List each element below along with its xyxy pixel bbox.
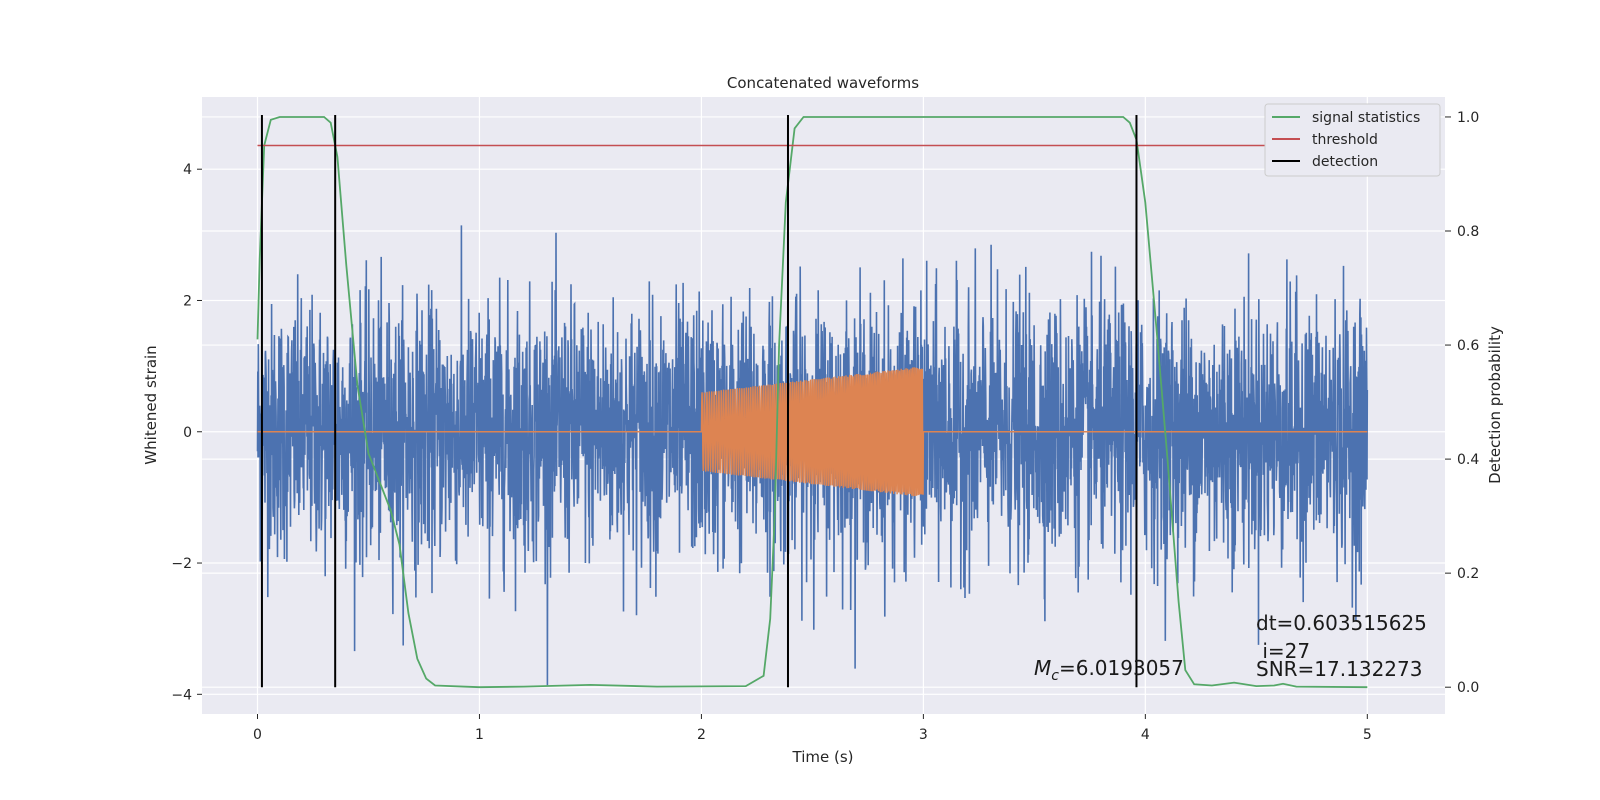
axes-layer: 0 1 2 3 4 5 −4 −2 0 2 4 0.0 0.2 0.4 0.6 0.8 1.0 [171,110,1479,743]
injection-series-line [700,367,925,497]
y-tick-label: −2 [171,556,192,572]
y2-tick-label: 0.2 [1457,566,1479,582]
x-tick-label: 3 [919,727,928,743]
x-tick-label: 0 [253,727,262,743]
chart-title: Concatenated waveforms [727,74,919,92]
x-tick-label: 2 [697,727,706,743]
x-tick-label: 5 [1363,727,1372,743]
y-tick-label: 4 [183,162,192,178]
index-annotation: i=27 [1256,639,1310,663]
chirp-mass-value: =6.0193057 [1059,656,1184,680]
y2-tick-label: 1.0 [1457,110,1479,126]
chirp-mass-subscript: c [1051,668,1059,684]
y2-tick-label: 0.8 [1457,224,1479,240]
legend-label-signal-statistics: signal statistics [1312,110,1420,126]
dt-annotation: dt=0.603515625 [1256,611,1427,635]
legend-label-threshold: threshold [1312,132,1378,148]
x-tick-label: 1 [475,727,484,743]
x-tick-label: 4 [1141,727,1150,743]
y-axis-label: Whitened strain [142,345,160,464]
y2-tick-label: 0.4 [1457,452,1479,468]
y-tick-label: 2 [183,293,192,309]
y-tick-label: 0 [183,425,192,441]
annotations: dt=0.603515625 i=27 SNR=17.132273 Mc=6.0… [1034,611,1427,684]
chirp-mass-symbol: M [1034,656,1051,680]
y2-axis-label: Detection probability [1486,326,1504,484]
signal-statistics-line [256,116,1368,689]
noise-series-line [256,225,1369,686]
legend-box [1264,103,1441,177]
chirp-mass-annotation: Mc=6.0193057 [1034,656,1184,684]
y2-tick-label: 0.0 [1457,680,1479,696]
snr-annotation: SNR=17.132273 [1256,657,1422,681]
legend-label-detection: detection [1312,154,1378,170]
x-axis-label: Time (s) [792,748,854,766]
y-tick-label: −4 [171,687,192,703]
data-layer [256,114,1369,689]
legend: signal statistics threshold detection [1264,103,1441,177]
y2-tick-label: 0.6 [1457,338,1479,354]
